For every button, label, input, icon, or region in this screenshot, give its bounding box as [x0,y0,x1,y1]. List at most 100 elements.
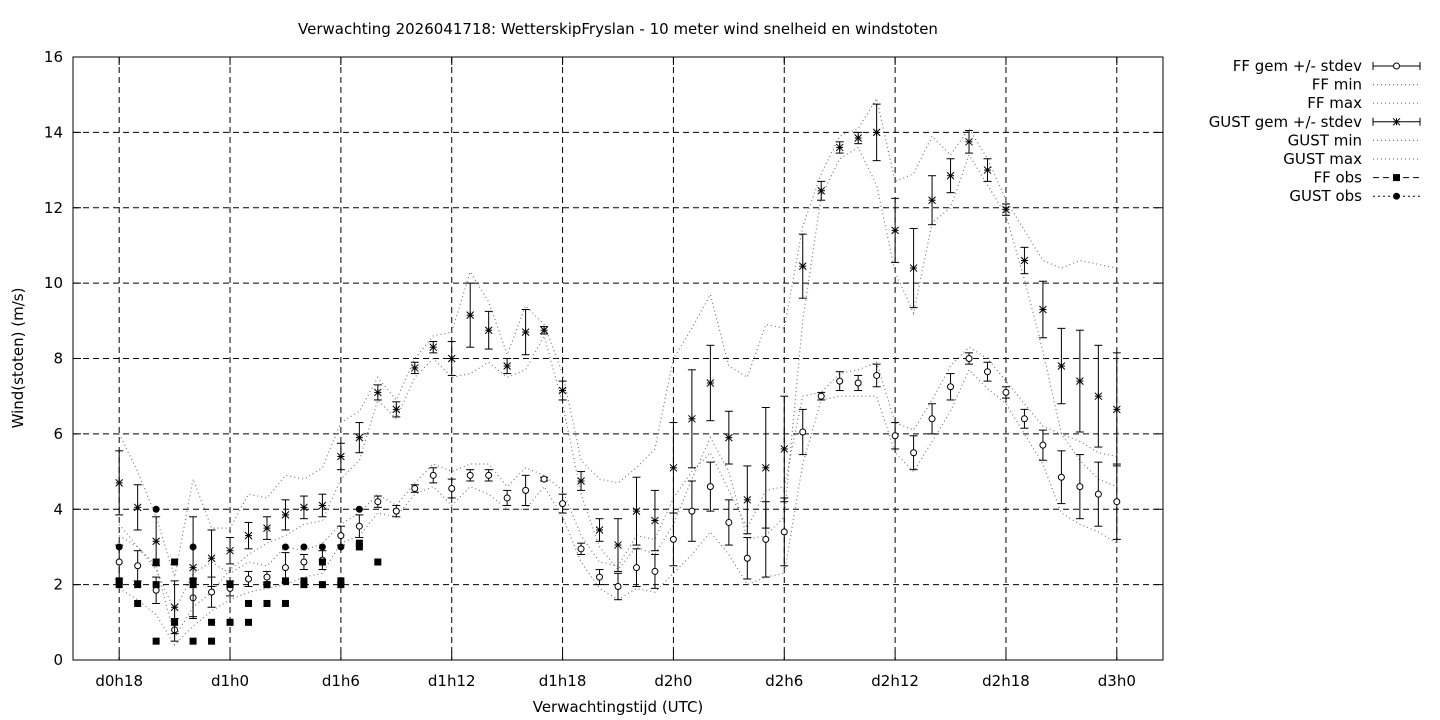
gust-mean-point [1094,392,1103,401]
star-stroke [540,326,548,335]
ff-mean-point [1020,415,1028,423]
gust-mean-point [392,405,401,414]
ff-mean-point [300,558,308,566]
gust-obs-point [189,543,197,551]
star-stroke [521,328,530,336]
ff-mean-point [706,483,714,491]
ff-mean-point [540,475,548,483]
ff-mean-point [651,567,659,575]
legend-sample-marker [1393,62,1400,70]
ff-mean-point [614,583,622,591]
gust-mean-point [558,386,567,395]
ff-mean-point [1057,473,1065,481]
ff-mean-point [411,485,419,493]
gust-mean-point [688,414,696,423]
gust-mean-point [614,541,622,549]
star-stroke [1057,362,1066,370]
gust-mean-point [466,311,475,320]
gust-mean-point [355,433,364,442]
y-axis-title: Wind(stoten) (m/s) [9,288,27,429]
gust-mean-point [373,388,382,397]
star-stroke [891,226,899,235]
ff-mean-point [669,535,677,543]
star-stroke [780,445,789,453]
star-stroke [189,563,197,572]
gust-obs-point [281,543,289,551]
ff-mean-point [448,485,456,493]
ff-mean-point [1094,490,1102,498]
star-stroke [688,414,696,423]
legend-label: GUST gem +/- stdev [1209,113,1362,131]
gust-mean-point [909,264,918,272]
legend-label: FF obs [1313,169,1362,187]
gust-mean-point [872,128,881,137]
gust-mean-point [983,166,992,174]
ff-obs-point [337,581,345,589]
star-stroke [392,405,401,414]
x-tick-label: d2h12 [871,672,919,690]
legend-label: FF gem +/- stdev [1233,57,1362,75]
ff-mean-point [245,575,253,583]
star-stroke [337,452,345,461]
ff-mean-point [910,449,918,457]
ff-obs-point [226,618,234,626]
gust-mean-point [170,603,179,612]
ff-mean-point [522,486,530,494]
grid [73,57,1163,660]
ff-obs-point [189,577,197,585]
star-stroke [724,433,733,442]
star-stroke [503,362,512,370]
star-stroke [632,507,641,515]
ff-mean-series [115,352,1121,642]
gust-mean-point [410,364,419,372]
gust-mean-point [152,537,160,546]
gust-mean-point [835,143,844,152]
star-stroke [170,603,179,612]
ff-obs-point [115,577,123,585]
gust-obs-point [355,505,363,513]
gust-mean-point [429,343,438,352]
x-tick-label: d2h6 [765,672,803,690]
ff-obs-point [355,543,363,551]
legend-label: FF min [1312,76,1362,94]
ff-obs-point [318,581,326,589]
gust-mean-point [798,262,807,271]
ff-obs-point [281,599,289,607]
gust-mean-point [928,196,936,205]
ff-mean-point [632,564,640,572]
legend-entry: GUST obs [1289,187,1420,205]
star-stroke [355,433,364,442]
legend-entry: FF obs [1313,169,1420,187]
ff-mean-point [725,518,733,526]
star-stroke [1094,392,1103,401]
ff-obs-point [245,618,253,626]
star-stroke [281,511,290,519]
ff-obs-point [189,637,197,645]
ff-obs-point [374,558,382,566]
legend-entry: GUST min [1288,131,1420,149]
gust-mean-series [115,103,1121,635]
star-stroke [706,379,715,387]
star-stroke [1392,117,1401,126]
gust-mean-point [226,546,234,555]
star-stroke [595,526,604,534]
chart-title: Verwachting 2026041718: WetterskipFrysla… [298,20,938,38]
ff-obs-point [208,637,216,645]
x-tick-label: d0h18 [95,672,143,690]
ff-mean-point [208,588,216,596]
star-stroke [318,501,327,510]
observation-series [115,505,382,645]
ff-mean-point [503,494,511,502]
legend-entry: GUST gem +/- stdev [1209,113,1421,131]
ff-mean-point [873,371,881,379]
y-tick-label: 8 [53,350,63,368]
gust-obs-point [337,543,345,551]
ff-mean-point [263,573,271,581]
ff-obs-point [208,618,216,626]
y-tick-label: 16 [44,48,63,66]
ff-mean-point [466,471,474,479]
gust-mean-point [595,526,604,534]
gust-mean-point [189,563,197,572]
legend-sample-marker [1392,117,1401,126]
ff-obs-point [152,581,160,589]
